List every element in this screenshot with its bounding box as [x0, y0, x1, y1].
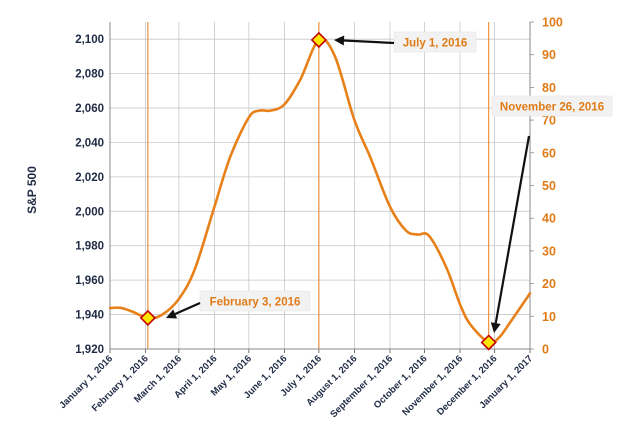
axis-layer: 1,920 1,940 1,960 1,980 2,000 2,020 2,040 2,060…	[57, 16, 563, 421]
y-left-tick-label: 1,920	[75, 344, 104, 356]
y-left-tick-label: 2,040	[75, 137, 104, 149]
y-right-tick-label: 10	[542, 310, 556, 324]
y-left-tick-label: 2,060	[75, 103, 104, 115]
annotation-box	[491, 95, 613, 117]
annotation-arrowhead	[334, 35, 345, 46]
y-right-tick-label: 80	[542, 81, 556, 95]
y-left-tick-label: 2,100	[75, 34, 104, 46]
y-right-tick-label: 20	[542, 277, 556, 291]
grid-layer	[109, 22, 531, 350]
x-tick-label: November 1, 2016	[400, 353, 465, 418]
y-left-tick-label: 2,020	[75, 172, 104, 184]
marker-layer	[139, 31, 497, 351]
y-left-tick-label: 2,000	[75, 206, 104, 218]
event-marker	[480, 334, 497, 351]
y-right-tick-label: 30	[542, 244, 556, 258]
annotation-arrowhead	[490, 322, 501, 333]
series-line	[108, 37, 532, 345]
y-right-tick-label: 90	[542, 48, 556, 62]
annotation-arrow	[174, 301, 201, 315]
event-marker	[139, 309, 157, 327]
y-right-tick-label: 40	[542, 212, 556, 226]
y-right-tick-label: 100	[542, 16, 563, 30]
y-right-tick-label: 60	[542, 146, 556, 160]
y-left-tick-label: 2,080	[75, 69, 104, 81]
y-left-tick-label: 1,940	[75, 310, 104, 322]
annotation-layer: February 3, 2016 July 1, 2016 November 26,…	[166, 31, 613, 333]
annotation-box	[199, 290, 311, 312]
event-marker	[310, 31, 327, 49]
y-right-tick-label: 0	[542, 343, 549, 357]
y-left-tick-label: 1,980	[75, 241, 104, 253]
vline-layer	[147, 22, 490, 349]
x-tick-label: September 1, 2016	[328, 353, 395, 420]
annotation-arrow	[343, 39, 395, 45]
series-layer	[108, 37, 532, 345]
annotation-label: February 3, 2016	[210, 297, 301, 309]
y-axis-title: S&P 500	[25, 166, 39, 214]
y-right-tick-label: 50	[542, 179, 556, 193]
annotation-arrowhead	[166, 309, 178, 319]
annotation-arrow	[494, 135, 531, 324]
x-tick-label: December 1, 2016	[435, 353, 500, 418]
annotation-label: November 26, 2016	[500, 102, 604, 114]
y-left-tick-label: 1,960	[75, 275, 104, 287]
y-right-tick-label: 70	[542, 114, 556, 128]
annotation-label: July 1, 2016	[403, 38, 468, 50]
